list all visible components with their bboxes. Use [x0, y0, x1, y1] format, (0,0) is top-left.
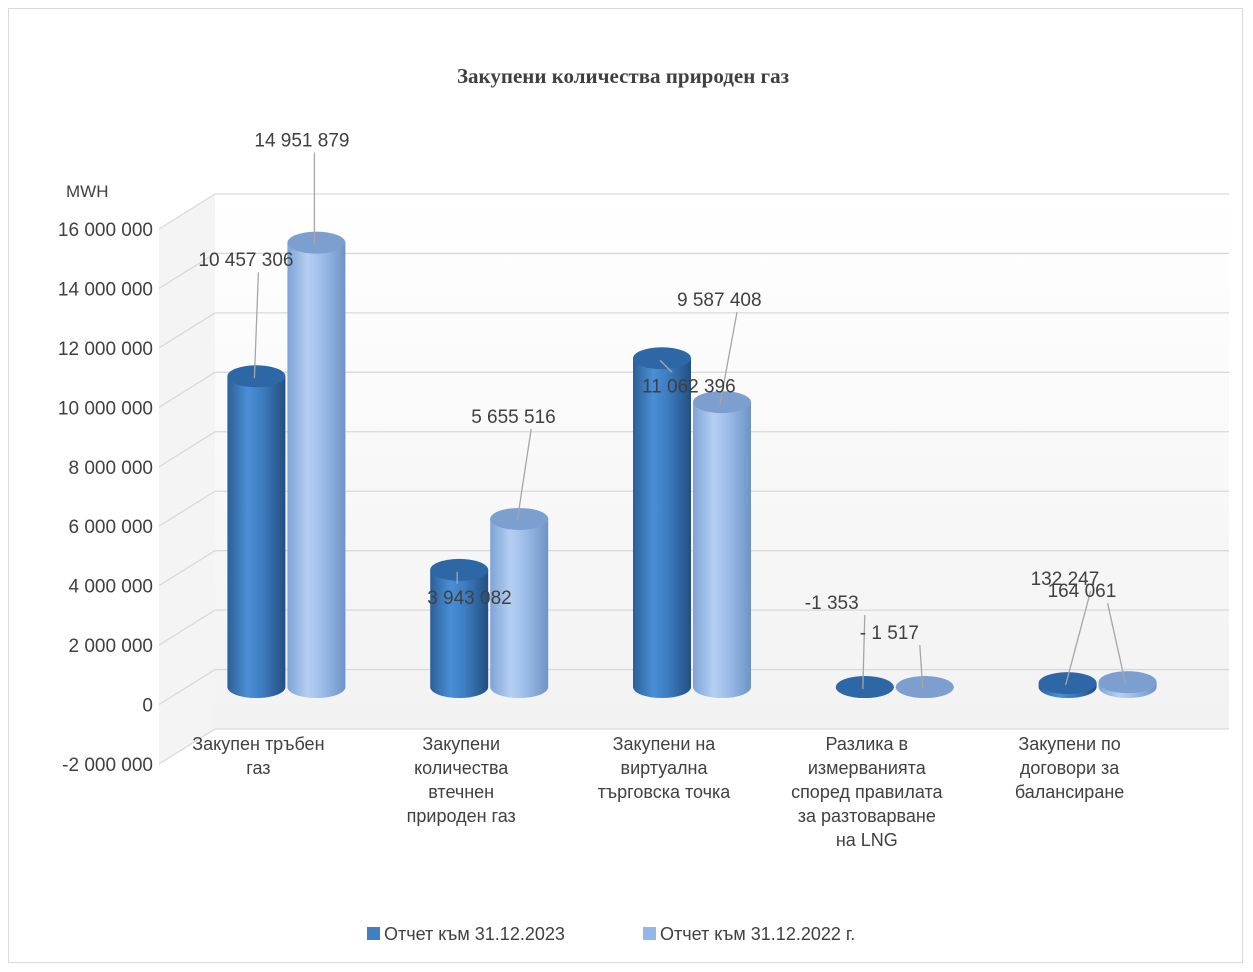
bar-top — [1098, 671, 1157, 694]
x-category-label: Закупени на виртуална търговска точка — [598, 734, 732, 802]
legend-label: Отчет към 31.12.2023 — [384, 924, 565, 944]
gridline — [158, 431, 1229, 468]
bar-body — [227, 376, 286, 699]
chart-title: Закупени количества природен газ — [457, 64, 789, 88]
bar — [693, 391, 751, 699]
gridline — [158, 550, 1229, 587]
y-tick-label: 12 000 000 — [58, 339, 153, 360]
data-label: 10 457 306 — [198, 250, 293, 271]
chart: -2 000 000 0 2 000 000 4 000 000 6 000 000 8 … — [58, 64, 1229, 944]
gridline — [158, 728, 1229, 765]
bar-top — [693, 391, 751, 414]
bar-top — [1038, 672, 1097, 695]
y-tick-label: 10 000 000 — [58, 398, 153, 419]
bar — [227, 365, 286, 699]
leader-line — [659, 359, 673, 373]
y-tick-label: 4 000 000 — [68, 577, 153, 598]
gridline — [158, 490, 1229, 527]
x-category-label: Закупени по договори за балансиране — [1015, 734, 1124, 802]
chart-bars — [227, 231, 1157, 699]
bar-top — [490, 507, 549, 530]
data-label: 14 951 879 — [254, 131, 349, 152]
legend-label: Отчет към 31.12.2022 г. — [660, 924, 855, 944]
gridline — [158, 371, 1229, 408]
bar-body — [693, 402, 751, 699]
y-tick-label: 2 000 000 — [68, 636, 153, 657]
leader-line — [1064, 590, 1092, 686]
bar-top — [895, 676, 954, 699]
leader-line — [919, 645, 924, 690]
bar — [1038, 672, 1097, 699]
gridline — [158, 312, 1229, 349]
legend-item: Отчет към 31.12.2022 г. — [643, 924, 855, 944]
leader-line — [253, 272, 260, 379]
bar — [895, 676, 954, 699]
data-label: 164 061 — [1048, 581, 1117, 602]
bar-top — [430, 558, 489, 581]
y-tick-label: 16 000 000 — [58, 220, 153, 241]
bar — [633, 347, 691, 699]
bar-body — [633, 358, 691, 699]
y-axis-unit-label: MWH — [66, 182, 108, 201]
bar-body — [287, 242, 346, 699]
bar — [1098, 671, 1157, 699]
bar-body — [490, 518, 549, 699]
data-labels: 10 457 306 3 943 082 11 062 396 -1 353 132 2… — [198, 131, 1116, 644]
leader-line — [719, 311, 738, 405]
y-tick-label: -2 000 000 — [62, 755, 153, 776]
data-label: -1 353 — [805, 593, 859, 614]
data-label: 11 062 396 — [642, 376, 736, 397]
bar-top — [633, 347, 691, 370]
gridline — [158, 252, 1229, 289]
y-tick-label: 6 000 000 — [68, 517, 153, 538]
y-tick-label: 14 000 000 — [58, 279, 153, 300]
bar — [430, 558, 489, 699]
leader-line — [516, 428, 532, 522]
legend-swatch — [643, 927, 656, 940]
leader-line — [862, 615, 866, 690]
gridline — [158, 193, 1229, 230]
bar-body — [430, 569, 489, 699]
legend-swatch — [367, 927, 380, 940]
gridline — [158, 668, 1229, 706]
bar-top — [835, 676, 894, 699]
legend-item: Отчет към 31.12.2023 — [367, 924, 565, 944]
chart-frame: -2 000 000 0 2 000 000 4 000 000 6 000 000 8 … — [8, 8, 1243, 963]
data-label: 5 655 516 — [471, 407, 556, 428]
data-label: 3 943 082 — [427, 588, 512, 609]
bar-top — [227, 365, 286, 388]
bar-top — [287, 231, 346, 254]
data-label: 132 247 — [1031, 569, 1100, 590]
y-tick-label: 0 — [142, 696, 153, 717]
chart-gridlines — [158, 193, 1229, 765]
legend: Отчет към 31.12.2023 Отчет към 31.12.2022… — [367, 924, 855, 944]
label-leader-lines — [253, 152, 1127, 690]
y-tick-label: 8 000 000 — [68, 458, 153, 479]
leader-line — [1106, 603, 1127, 685]
data-label: - 1 517 — [860, 623, 919, 644]
gridline — [158, 609, 1229, 646]
bar — [287, 231, 346, 699]
x-category-label: Закупени количества втечнен природен газ — [407, 734, 516, 826]
data-label: 9 587 408 — [677, 290, 762, 311]
bar — [835, 676, 894, 699]
y-axis-ticks: -2 000 000 0 2 000 000 4 000 000 6 000 000 8 … — [58, 220, 153, 776]
bar — [490, 507, 549, 699]
x-axis-category-labels: Закупен тръбен газ Закупени количества втечн… — [192, 734, 1124, 850]
x-category-label: Закупен тръбен газ — [192, 734, 324, 778]
side-wall — [159, 194, 215, 764]
x-category-label: Разлика в измерванията според правилата за … — [791, 734, 943, 850]
